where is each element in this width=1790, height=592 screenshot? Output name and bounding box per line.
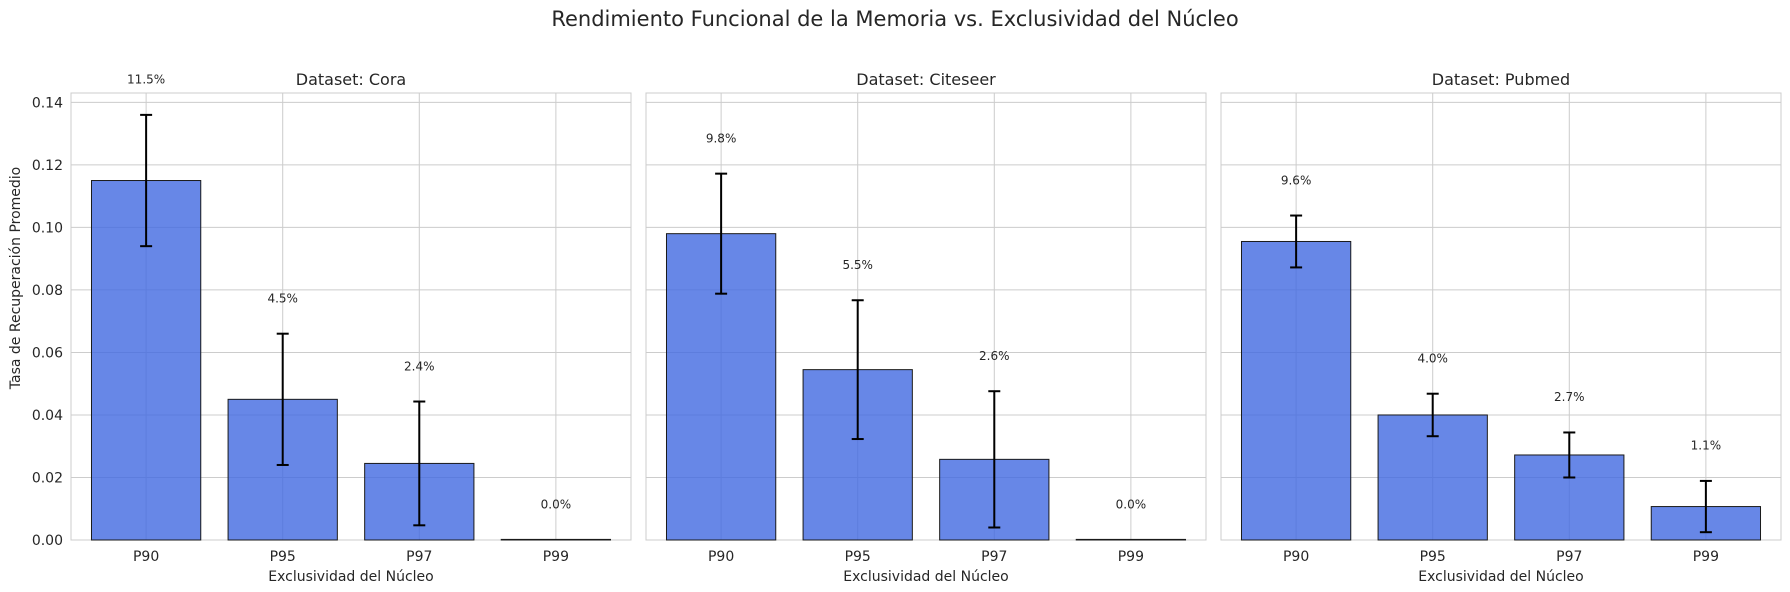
y-tick-label: 0.04 bbox=[32, 408, 63, 424]
x-tick-label: P95 bbox=[1420, 549, 1446, 565]
subplot-title: Dataset: Citeseer bbox=[856, 70, 996, 89]
x-tick-label: P95 bbox=[845, 549, 871, 565]
x-axis-label: Exclusividad del Núcleo bbox=[268, 569, 433, 585]
subplot-title: Dataset: Pubmed bbox=[1432, 70, 1570, 89]
x-tick-label: P97 bbox=[981, 549, 1007, 565]
subplot-1: 0.00 0.02 0.04 0.06 0.08 0.10 0.12 0.14 P90 P95 P9… bbox=[32, 70, 632, 585]
y-tick-label: 0.12 bbox=[32, 158, 63, 174]
subplot-2: P90 P95 P97 P99 9.8% 5.5% 2.6% 0.0% Dataset: Cit… bbox=[645, 70, 1207, 585]
data-label: 1.1% bbox=[1691, 439, 1722, 453]
y-tick-label: 0.00 bbox=[32, 533, 63, 549]
subplot-3: P90 P95 P97 P99 9.6% 4.0% 2.7% 1.1% Dataset: Pub… bbox=[1220, 70, 1782, 585]
data-label: 2.7% bbox=[1554, 390, 1585, 404]
data-label: 9.6% bbox=[1281, 173, 1312, 187]
bar-p90 bbox=[1240, 240, 1352, 541]
x-tick-label: P90 bbox=[708, 549, 734, 565]
x-tick-label: P95 bbox=[270, 549, 296, 565]
x-tick-label: P99 bbox=[543, 549, 569, 565]
data-label: 5.5% bbox=[842, 258, 873, 272]
data-label: 9.8% bbox=[706, 131, 737, 145]
y-tick-label: 0.08 bbox=[32, 283, 63, 299]
data-label: 4.0% bbox=[1417, 351, 1448, 365]
y-tick-label: 0.14 bbox=[32, 95, 63, 111]
x-axis-label: Exclusividad del Núcleo bbox=[1418, 569, 1583, 585]
figure-title: Rendimiento Funcional de la Memoria vs. … bbox=[551, 7, 1238, 31]
y-tick-label: 0.06 bbox=[32, 345, 63, 361]
x-tick-label: P97 bbox=[406, 549, 432, 565]
data-label: 2.6% bbox=[979, 349, 1010, 363]
y-tick-label: 0.10 bbox=[32, 220, 63, 236]
x-tick-label: P97 bbox=[1556, 549, 1582, 565]
x-tick-label: P90 bbox=[133, 549, 159, 565]
subplot-title: Dataset: Cora bbox=[296, 70, 406, 89]
data-label: 2.4% bbox=[404, 359, 435, 373]
y-tick-label: 0.02 bbox=[32, 470, 63, 486]
x-tick-label: P99 bbox=[1693, 549, 1719, 565]
data-label: 4.5% bbox=[267, 291, 298, 305]
x-tick-label: P90 bbox=[1283, 549, 1309, 565]
data-label: 0.0% bbox=[541, 498, 572, 512]
y-axis-label: Tasa de Recuperación Promedio bbox=[8, 167, 24, 390]
x-tick-label: P99 bbox=[1118, 549, 1144, 565]
x-axis-label: Exclusividad del Núcleo bbox=[843, 569, 1008, 585]
bar-p99 bbox=[1075, 538, 1187, 541]
data-label: 11.5% bbox=[127, 73, 165, 87]
bar-p99 bbox=[500, 538, 612, 541]
data-label: 0.0% bbox=[1116, 498, 1147, 512]
